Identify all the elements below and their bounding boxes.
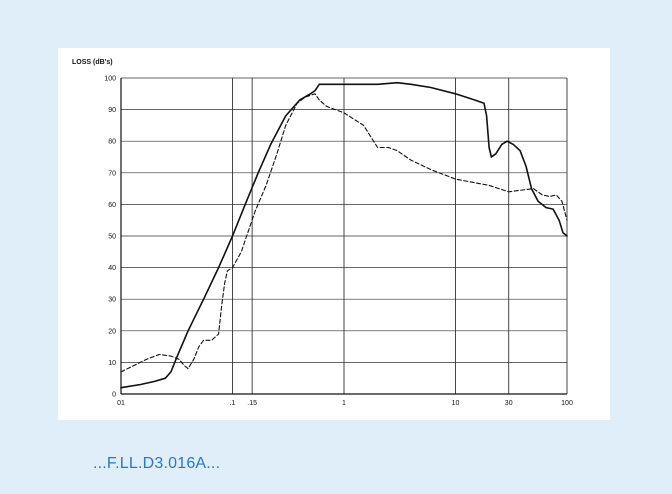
- y-tick-label: 40: [108, 265, 116, 272]
- y-tick-label: 90: [108, 107, 116, 114]
- y-tick-label: 50: [108, 234, 116, 241]
- x-tick-label: 10: [452, 400, 460, 407]
- loss-chart: 0 10 20 30 40 50 60 70 80 90 100 01 .1 .15 1 10 30 100 LO…: [72, 59, 573, 408]
- x-tick-label: 1: [342, 400, 346, 407]
- y-tick-label: 100: [104, 76, 116, 83]
- y-axis-label: LOSS (dB's): [72, 59, 113, 66]
- y-tick-label: 10: [108, 360, 116, 367]
- y-tick-label: 30: [108, 297, 116, 304]
- y-tick-label: 20: [108, 328, 116, 335]
- figure-code-caption: ...F.LL.D3.016A...: [93, 455, 221, 472]
- series-layer: [120, 81, 568, 389]
- axis-layer: 0 10 20 30 40 50 60 70 80 90 100 01 .1 .15 1 10 30 100: [104, 76, 573, 408]
- x-tick-label: .1: [230, 400, 236, 407]
- solid-loss-curve: [120, 81, 568, 389]
- grid-layer: [120, 77, 568, 395]
- x-tick-label: 100: [561, 400, 573, 407]
- dashed-loss-curve: [120, 93, 568, 373]
- y-tick-label: 0: [112, 392, 116, 399]
- x-tick-label: 30: [505, 400, 513, 407]
- y-tick-label: 60: [108, 202, 116, 209]
- y-tick-label: 80: [108, 139, 116, 146]
- x-tick-label: .15: [247, 400, 257, 407]
- x-tick-label: 01: [117, 400, 125, 407]
- chart-paper: 0 10 20 30 40 50 60 70 80 90 100 01 .1 .15 1 10 30 100 LO…: [58, 48, 610, 420]
- y-tick-label: 70: [108, 170, 116, 177]
